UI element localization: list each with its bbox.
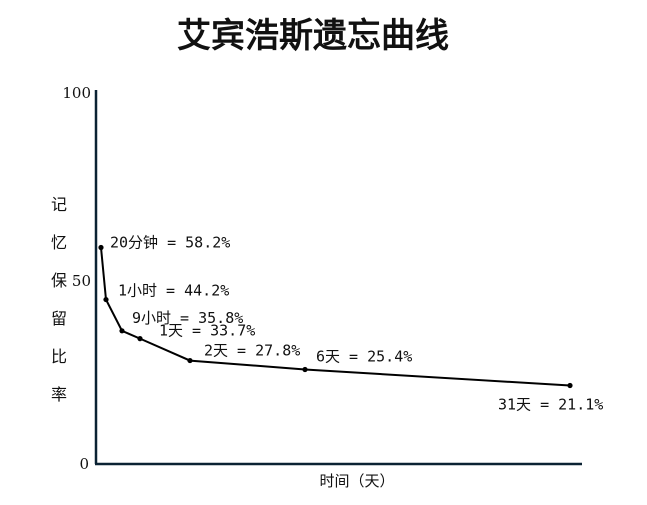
y-tick-label-100: 100 bbox=[62, 84, 91, 102]
data-label: 31天 = 21.1% bbox=[498, 396, 603, 414]
data-point bbox=[103, 296, 109, 303]
data-label: 1天 = 33.7% bbox=[159, 322, 255, 340]
data-label: 1小时 = 44.2% bbox=[118, 282, 229, 300]
data-point bbox=[137, 336, 143, 342]
x-axis-label: 时间（天） bbox=[319, 472, 394, 490]
data-label: 2天 = 27.8% bbox=[204, 342, 300, 360]
data-point bbox=[187, 357, 193, 364]
retention-series: 20分钟 = 58.2% 1小时 = 44.2% 9小时 = 35.8%1天 = 3… bbox=[98, 233, 603, 414]
data-point bbox=[567, 382, 573, 389]
y-tick-label-50: 50 bbox=[72, 272, 91, 290]
data-point bbox=[98, 244, 104, 251]
data-label: 9小时 = 35.8% bbox=[132, 309, 243, 327]
y-tick-label-0: 0 bbox=[79, 455, 89, 473]
y-axis-label: 记忆保留比率 bbox=[51, 195, 67, 404]
data-label: 6天 = 25.4% bbox=[316, 348, 412, 366]
data-point bbox=[302, 366, 308, 373]
chart-title: 艾宾浩斯遗忘曲线 bbox=[177, 16, 449, 56]
data-point bbox=[119, 328, 125, 334]
data-label: 20分钟 = 58.2% bbox=[110, 233, 230, 251]
